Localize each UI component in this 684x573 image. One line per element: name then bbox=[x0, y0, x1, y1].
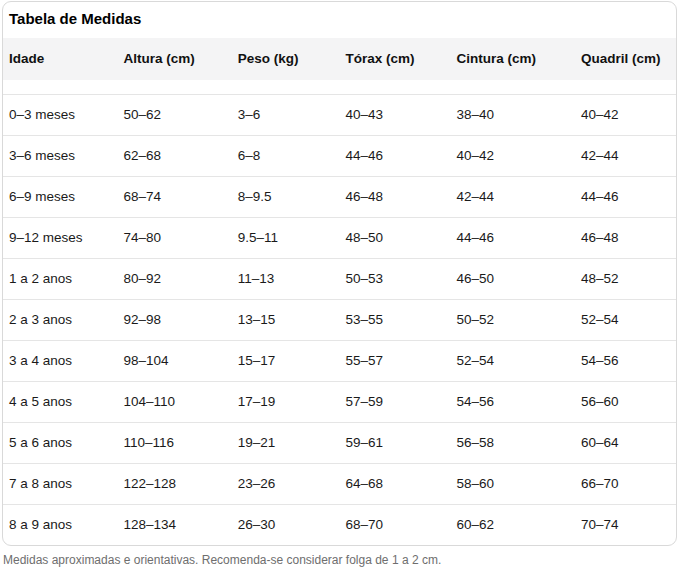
row-age-cell: 6–9 meses bbox=[3, 177, 117, 218]
row-peso-cell: 11–13 bbox=[232, 259, 340, 300]
row-peso-cell: 19–21 bbox=[232, 423, 340, 464]
row-quadril-cell: 52–54 bbox=[575, 300, 676, 341]
table-row: 9–12 meses74–809.5–1148–5044–4646–48 bbox=[3, 218, 676, 259]
row-altura-cell: 68–74 bbox=[117, 177, 231, 218]
row-torax-cell: 55–57 bbox=[339, 341, 450, 382]
row-quadril-cell: 48–52 bbox=[575, 259, 676, 300]
row-peso-cell: 6–8 bbox=[232, 136, 340, 177]
row-cintura-cell: 54–56 bbox=[451, 382, 576, 423]
row-altura-cell: 80–92 bbox=[117, 259, 231, 300]
row-age-cell: 5 a 6 anos bbox=[3, 423, 117, 464]
row-quadril-cell: 56–60 bbox=[575, 382, 676, 423]
row-altura-cell: 92–98 bbox=[117, 300, 231, 341]
row-quadril-cell: 66–70 bbox=[575, 464, 676, 505]
page-title: Tabela de Medidas bbox=[3, 2, 676, 38]
footnote-text: Medidas aproximadas e orientativas. Reco… bbox=[3, 553, 684, 568]
row-quadril-cell: 42–44 bbox=[575, 136, 676, 177]
row-cintura-cell: 46–50 bbox=[451, 259, 576, 300]
table-row: 3 a 4 anos98–10415–1755–5752–5454–56 bbox=[3, 341, 676, 382]
row-peso-cell: 17–19 bbox=[232, 382, 340, 423]
row-peso-cell: 3–6 bbox=[232, 95, 340, 136]
row-age-cell: 7 a 8 anos bbox=[3, 464, 117, 505]
table-row: 3–6 meses62–686–844–4640–4242–44 bbox=[3, 136, 676, 177]
row-altura-cell: 104–110 bbox=[117, 382, 231, 423]
row-torax-cell: 50–53 bbox=[339, 259, 450, 300]
measurements-table: Idade Altura (cm) Peso (kg) Tórax (cm) C… bbox=[3, 38, 676, 545]
page: Tabela de Medidas Idade Altura (cm) Peso… bbox=[0, 0, 684, 573]
size-chart-card: Tabela de Medidas Idade Altura (cm) Peso… bbox=[2, 1, 677, 546]
row-altura-cell: 74–80 bbox=[117, 218, 231, 259]
row-torax-cell: 48–50 bbox=[339, 218, 450, 259]
row-peso-cell: 26–30 bbox=[232, 505, 340, 546]
row-torax-cell: 40–43 bbox=[339, 95, 450, 136]
table-row: 5 a 6 anos110–11619–2159–6156–5860–64 bbox=[3, 423, 676, 464]
row-altura-cell: 128–134 bbox=[117, 505, 231, 546]
row-age-cell: 2 a 3 anos bbox=[3, 300, 117, 341]
row-altura-cell: 122–128 bbox=[117, 464, 231, 505]
row-age-cell: 3 a 4 anos bbox=[3, 341, 117, 382]
row-cintura-cell: 50–52 bbox=[451, 300, 576, 341]
row-quadril-cell: 40–42 bbox=[575, 95, 676, 136]
row-quadril-cell: 60–64 bbox=[575, 423, 676, 464]
row-peso-cell: 13–15 bbox=[232, 300, 340, 341]
row-torax-cell: 53–55 bbox=[339, 300, 450, 341]
row-altura-cell: 110–116 bbox=[117, 423, 231, 464]
row-cintura-cell: 58–60 bbox=[451, 464, 576, 505]
row-peso-cell: 15–17 bbox=[232, 341, 340, 382]
table-row: 1 a 2 anos80–9211–1350–5346–5048–52 bbox=[3, 259, 676, 300]
row-cintura-cell: 52–54 bbox=[451, 341, 576, 382]
table-row: 8 a 9 anos128–13426–3068–7060–6270–74 bbox=[3, 505, 676, 546]
table-row: 7 a 8 anos122–12823–2664–6858–6066–70 bbox=[3, 464, 676, 505]
column-header-altura: Altura (cm) bbox=[117, 38, 231, 80]
header-row: Idade Altura (cm) Peso (kg) Tórax (cm) C… bbox=[3, 38, 676, 80]
row-torax-cell: 44–46 bbox=[339, 136, 450, 177]
column-header-idade: Idade bbox=[3, 38, 117, 80]
column-header-peso: Peso (kg) bbox=[232, 38, 340, 80]
row-altura-cell: 62–68 bbox=[117, 136, 231, 177]
row-altura-cell: 50–62 bbox=[117, 95, 231, 136]
row-cintura-cell: 60–62 bbox=[451, 505, 576, 546]
row-cintura-cell: 56–58 bbox=[451, 423, 576, 464]
row-age-cell: 3–6 meses bbox=[3, 136, 117, 177]
row-peso-cell: 9.5–11 bbox=[232, 218, 340, 259]
row-peso-cell: 8–9.5 bbox=[232, 177, 340, 218]
table-header: Idade Altura (cm) Peso (kg) Tórax (cm) C… bbox=[3, 38, 676, 95]
row-age-cell: 9–12 meses bbox=[3, 218, 117, 259]
row-age-cell: 0–3 meses bbox=[3, 95, 117, 136]
row-torax-cell: 68–70 bbox=[339, 505, 450, 546]
header-spacer bbox=[3, 80, 676, 95]
row-peso-cell: 23–26 bbox=[232, 464, 340, 505]
row-cintura-cell: 44–46 bbox=[451, 218, 576, 259]
column-header-cintura: Cintura (cm) bbox=[451, 38, 576, 80]
row-age-cell: 1 a 2 anos bbox=[3, 259, 117, 300]
row-torax-cell: 59–61 bbox=[339, 423, 450, 464]
table-row: 6–9 meses68–748–9.546–4842–4444–46 bbox=[3, 177, 676, 218]
row-torax-cell: 64–68 bbox=[339, 464, 450, 505]
row-age-cell: 8 a 9 anos bbox=[3, 505, 117, 546]
row-cintura-cell: 42–44 bbox=[451, 177, 576, 218]
row-quadril-cell: 54–56 bbox=[575, 341, 676, 382]
table-row: 4 a 5 anos104–11017–1957–5954–5656–60 bbox=[3, 382, 676, 423]
table-row: 0–3 meses50–623–640–4338–4040–42 bbox=[3, 95, 676, 136]
row-torax-cell: 46–48 bbox=[339, 177, 450, 218]
column-header-quadril: Quadril (cm) bbox=[575, 38, 676, 80]
row-altura-cell: 98–104 bbox=[117, 341, 231, 382]
row-cintura-cell: 40–42 bbox=[451, 136, 576, 177]
row-quadril-cell: 46–48 bbox=[575, 218, 676, 259]
column-header-torax: Tórax (cm) bbox=[339, 38, 450, 80]
row-age-cell: 4 a 5 anos bbox=[3, 382, 117, 423]
table-row: 2 a 3 anos92–9813–1553–5550–5252–54 bbox=[3, 300, 676, 341]
row-quadril-cell: 44–46 bbox=[575, 177, 676, 218]
row-quadril-cell: 70–74 bbox=[575, 505, 676, 546]
row-cintura-cell: 38–40 bbox=[451, 95, 576, 136]
table-body: 0–3 meses50–623–640–4338–4040–423–6 mese… bbox=[3, 95, 676, 546]
row-torax-cell: 57–59 bbox=[339, 382, 450, 423]
